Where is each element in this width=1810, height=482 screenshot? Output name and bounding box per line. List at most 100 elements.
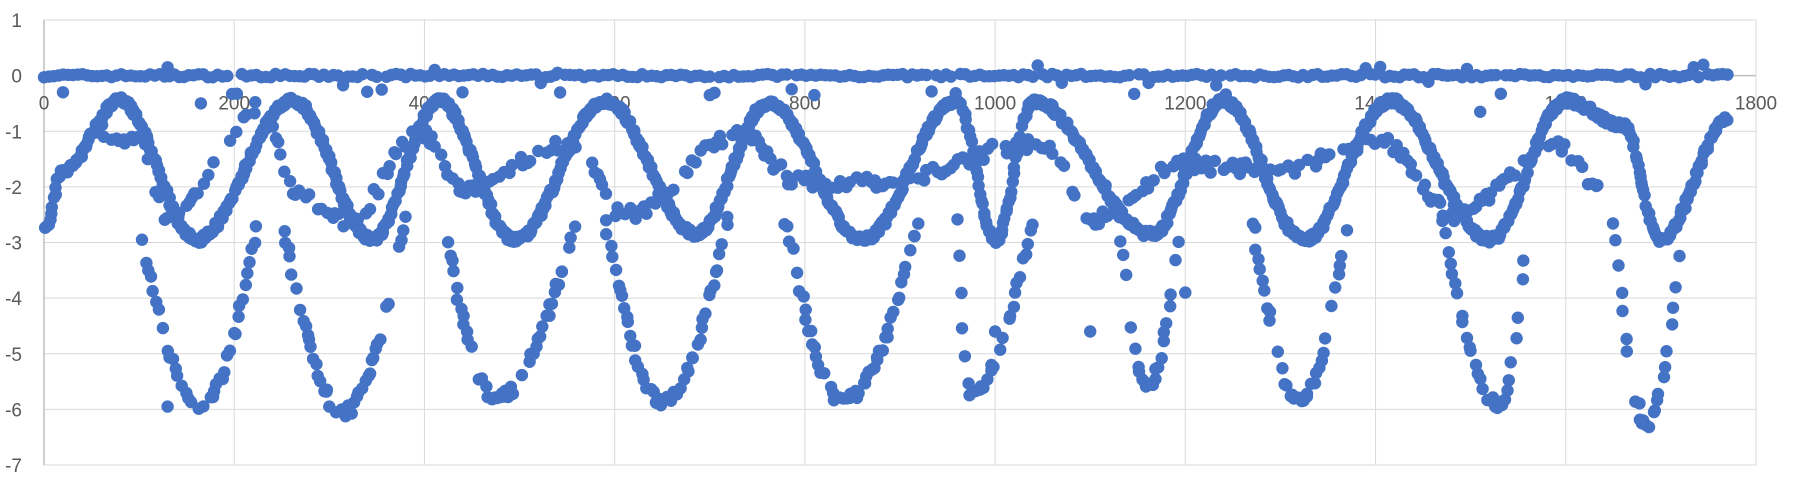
data-point [45,201,58,214]
data-point [1335,249,1348,263]
data-point [1510,332,1523,345]
data-point [1124,321,1138,334]
y-tick-label: 1 [11,11,22,32]
data-point [899,260,912,274]
data-point [374,333,387,346]
data-point [161,61,174,74]
data-point [425,130,438,143]
data-point [799,313,812,326]
data-point [543,309,556,322]
data-point [1439,226,1452,240]
data-point [1666,318,1679,331]
data-point [1113,211,1126,224]
y-tick-label: -3 [5,234,22,255]
data-point [232,310,245,323]
data-point [156,321,170,335]
data-point [925,85,938,98]
data-point [1123,69,1136,82]
data-point [1256,274,1269,287]
data-point [1253,263,1266,276]
data-point [1464,344,1477,357]
y-tick-label: -5 [5,345,22,366]
data-point [682,365,695,378]
data-point [207,156,220,169]
data-point [976,197,989,210]
data-point [1450,287,1464,300]
data-point [563,241,576,254]
data-point [955,322,969,335]
data-point [290,282,303,295]
data-point [450,293,464,306]
data-point [229,327,242,341]
data-point [337,220,350,233]
data-point [1474,372,1487,385]
data-point [887,305,900,319]
data-point [1620,345,1634,358]
data-point [1433,196,1447,209]
data-point [689,156,702,169]
data-point [1449,277,1462,290]
data-point [1008,286,1022,299]
data-point [785,178,798,191]
data-point [1164,300,1177,313]
data-point [230,125,243,139]
data-point [293,303,307,317]
data-point [144,270,158,283]
data-point [278,165,291,178]
data-point [272,135,285,149]
data-point [568,220,582,233]
data-point [640,207,653,220]
y-tick-label: -6 [5,400,22,421]
data-point [1612,259,1625,272]
data-point [953,249,966,262]
data-point [710,264,724,277]
data-point [586,156,599,169]
data-point [555,265,568,278]
data-point [986,137,999,151]
data-point [320,385,333,398]
y-tick-label: -2 [5,178,22,199]
y-tick-label: 0 [11,67,22,88]
data-point [435,148,448,161]
y-tick-label: -4 [5,289,22,310]
data-point [283,250,296,263]
data-point [781,220,794,233]
data-point [266,120,279,133]
data-point [161,400,174,413]
data-point [624,201,637,215]
data-point [152,303,166,316]
data-point [893,291,906,304]
data-point [447,264,460,278]
data-point [236,293,249,306]
data-point [1516,273,1530,286]
data-point [615,289,629,302]
data-point [780,68,793,81]
data-point [95,118,109,132]
data-point [1660,345,1673,358]
data-point [797,290,810,303]
data-point [703,70,716,83]
data-point [1635,417,1649,430]
data-point [170,369,184,382]
data-point [1114,235,1127,248]
data-point [1263,305,1277,318]
data-point [1721,113,1734,127]
data-point [363,367,377,380]
data-point [1501,384,1514,397]
data-point [283,175,297,188]
data-point [191,187,204,200]
data-point [1280,379,1293,392]
data-point [310,357,323,371]
data-point [1616,286,1629,300]
data-point [1638,189,1651,202]
data-point [515,368,529,382]
data-point [1351,144,1364,157]
data-point [1381,131,1395,145]
data-point [370,70,383,84]
data-point [1021,237,1034,251]
data-point [1442,246,1456,259]
data-point [480,380,493,393]
data-point [1208,154,1222,168]
data-point [1687,60,1700,74]
data-point [243,256,256,269]
